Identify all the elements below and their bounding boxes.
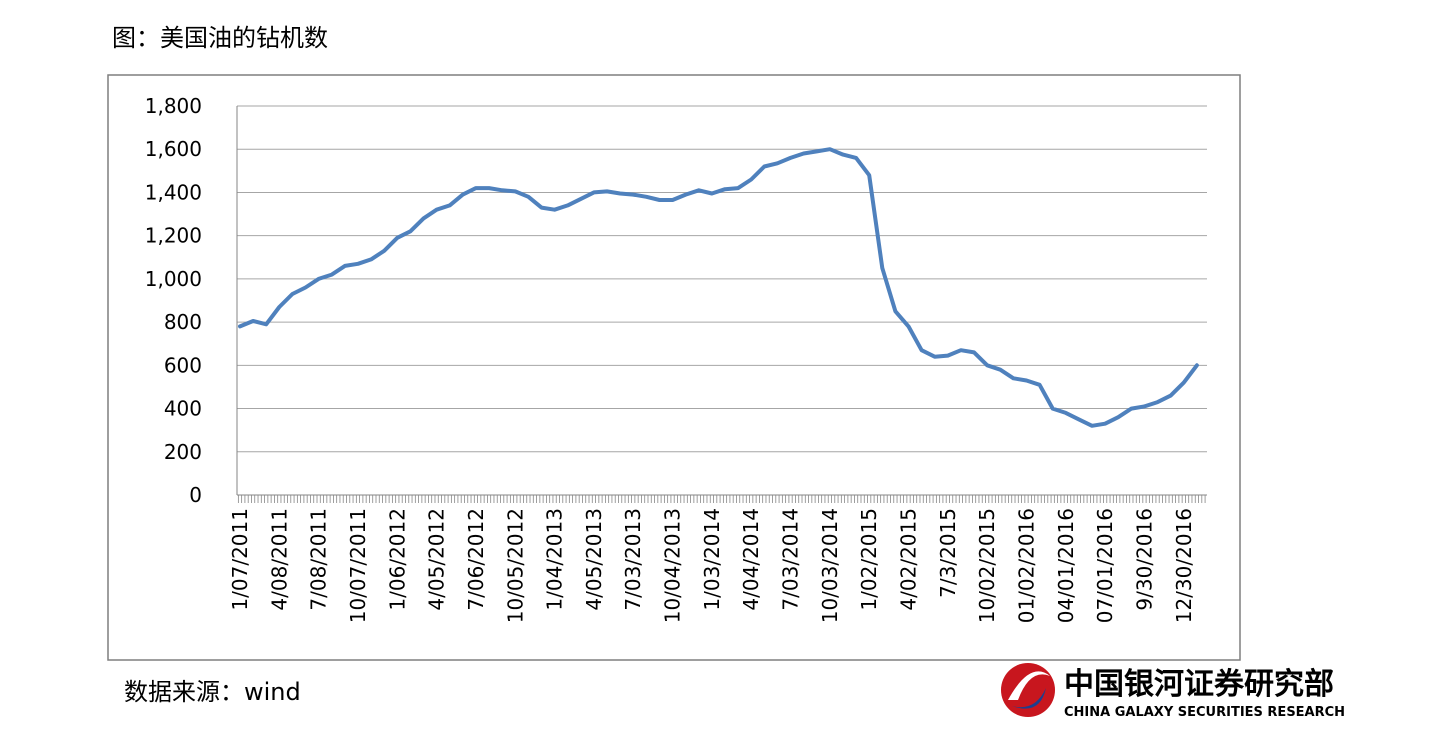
logo-icon: [1001, 663, 1055, 717]
x-tick-label: 7/06/2012: [464, 508, 488, 611]
x-tick-label: 4/08/2011: [267, 508, 291, 611]
x-tick-label: 4/05/2012: [425, 508, 449, 611]
x-tick-label: 7/08/2011: [307, 508, 331, 611]
y-tick-label: 200: [164, 440, 202, 464]
x-tick-label: 1/02/2015: [857, 508, 881, 611]
x-tick-label: 4/02/2015: [897, 508, 921, 611]
y-tick-label: 400: [164, 397, 202, 421]
x-tick-label: 04/01/2016: [1054, 508, 1078, 623]
logo-subtitle: CHINA GALAXY SECURITIES RESEARCH: [1064, 705, 1345, 720]
x-tick-label: 10/02/2015: [975, 508, 999, 623]
x-tick-label: 10/03/2014: [818, 508, 842, 623]
data-line: [238, 147, 1199, 428]
y-tick-label: 1,600: [145, 137, 202, 161]
chart-frame: [107, 74, 1241, 661]
logo: 中国银河证券研究部 CHINA GALAXY SECURITIES RESEAR…: [1001, 663, 1345, 720]
logo-name: 中国银河证券研究部: [1064, 667, 1334, 702]
x-tick-label: 7/03/2014: [779, 508, 803, 611]
x-tick-label: 1/06/2012: [385, 508, 409, 611]
x-tick-label: 07/01/2016: [1093, 508, 1117, 623]
x-tick-label: 10/07/2011: [346, 508, 370, 623]
chart-title: 图：美国油的钻机数: [112, 24, 328, 52]
x-tick-label: 7/03/2013: [621, 508, 645, 611]
x-tick-label: 10/04/2013: [661, 508, 685, 623]
logo-swoosh: [1008, 671, 1050, 700]
logo-swoosh: [1012, 688, 1046, 709]
x-tick-label: 9/30/2016: [1132, 508, 1156, 611]
x-tick-label: 1/03/2014: [700, 508, 724, 611]
x-tick-label: 01/02/2016: [1014, 508, 1038, 623]
y-tick-label: 800: [164, 310, 202, 334]
y-tick-label: 1,800: [145, 94, 202, 118]
x-tick-label: 7/3/2015: [936, 508, 960, 598]
x-tick-label: 12/30/2016: [1172, 508, 1196, 623]
x-tick-label: 10/05/2012: [503, 508, 527, 623]
y-tick-label: 1,000: [145, 267, 202, 291]
x-tick-label: 1/04/2013: [543, 508, 567, 611]
x-tick-label: 4/04/2014: [739, 508, 763, 611]
y-tick-label: 1,200: [145, 224, 202, 248]
y-tick-label: 0: [189, 483, 202, 507]
x-tick-label: 1/07/2011: [228, 508, 252, 611]
source-note: 数据来源：wind: [124, 678, 301, 706]
x-tick-label: 4/05/2013: [582, 508, 606, 611]
y-tick-label: 600: [164, 353, 202, 377]
y-tick-label: 1,400: [145, 180, 202, 204]
